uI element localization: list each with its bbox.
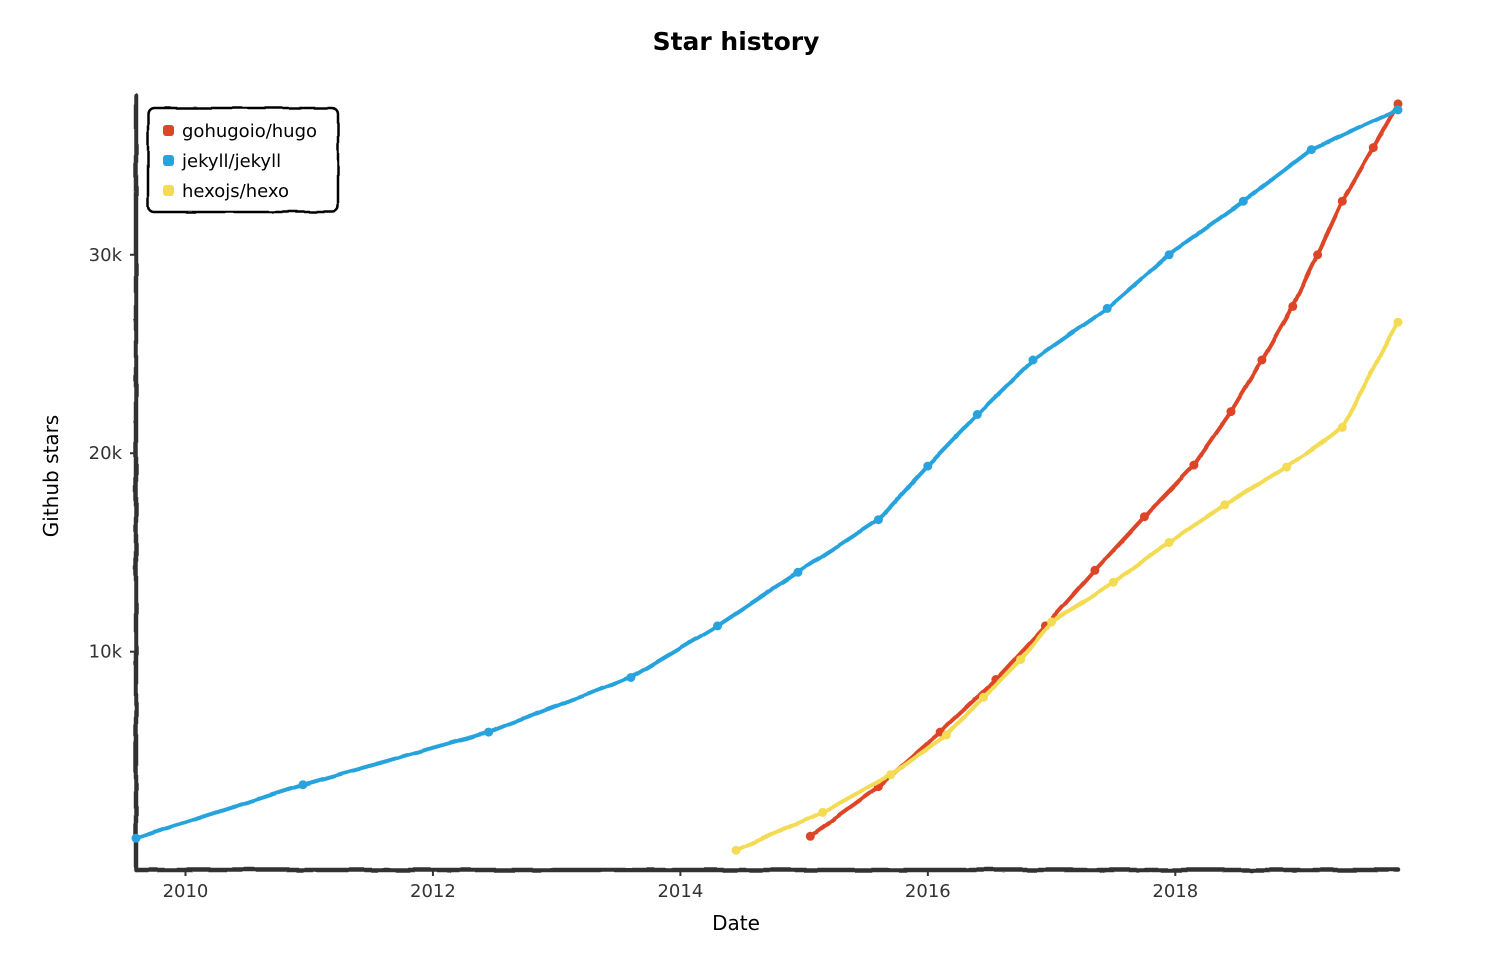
data-point xyxy=(941,730,951,740)
y-axis-label: Github stars xyxy=(39,415,63,537)
data-point xyxy=(1306,145,1316,155)
series-line xyxy=(134,107,1400,841)
x-tick-label: 2010 xyxy=(163,881,209,902)
data-point xyxy=(131,833,141,843)
data-point xyxy=(1368,143,1378,153)
data-point xyxy=(1047,617,1057,627)
x-tick-label: 2012 xyxy=(410,881,456,902)
y-tick-label: 30k xyxy=(89,245,123,266)
data-point xyxy=(1393,317,1403,327)
x-tick-label: 2018 xyxy=(1152,881,1198,902)
series-line xyxy=(808,101,1400,839)
data-point xyxy=(1238,196,1248,206)
data-point xyxy=(1090,565,1100,575)
data-point xyxy=(1313,250,1323,260)
data-point xyxy=(1139,512,1149,522)
y-tick-label: 10k xyxy=(89,642,123,663)
series-jekyll-jekyll xyxy=(131,105,1403,843)
data-point xyxy=(298,780,308,790)
chart-title: Star history xyxy=(653,27,820,56)
data-point xyxy=(626,673,636,682)
data-point xyxy=(1337,422,1347,432)
data-point xyxy=(873,515,883,525)
data-point xyxy=(1016,655,1026,665)
data-point xyxy=(1226,407,1236,417)
legend: gohugoio/hugo jekyll/jekyll hexojs/hexo xyxy=(146,106,340,214)
data-point xyxy=(1164,250,1174,260)
series-line xyxy=(734,320,1400,853)
data-point xyxy=(1164,538,1174,547)
data-point xyxy=(793,567,803,577)
data-point xyxy=(1393,105,1403,115)
legend-label: jekyll/jekyll xyxy=(181,151,281,172)
axes xyxy=(133,93,1401,873)
x-axis-ticks: 2010 2012 2014 2016 2018 xyxy=(163,870,1198,902)
series-hexojs-hexo xyxy=(731,317,1403,855)
data-point xyxy=(1257,355,1267,365)
data-point xyxy=(484,727,494,737)
legend-swatch xyxy=(163,125,174,136)
legend-box xyxy=(146,106,340,214)
y-axis-ticks: 10k 20k 30k xyxy=(89,245,136,663)
data-point xyxy=(923,461,933,471)
legend-label: gohugoio/hugo xyxy=(182,121,317,142)
x-axis-label: Date xyxy=(712,911,760,935)
data-point xyxy=(1220,500,1230,510)
data-point xyxy=(1288,301,1298,311)
data-point xyxy=(1028,355,1038,365)
x-tick-label: 2014 xyxy=(657,881,703,902)
data-point xyxy=(972,410,982,419)
series-layer xyxy=(131,99,1403,855)
data-point xyxy=(1108,577,1118,587)
legend-swatch xyxy=(163,155,174,166)
data-point xyxy=(1102,303,1112,313)
y-tick-label: 20k xyxy=(89,443,123,464)
data-point xyxy=(713,621,722,631)
series-gohugoio-hugo xyxy=(805,99,1403,841)
legend-swatch xyxy=(163,185,174,196)
data-point xyxy=(805,831,815,841)
data-point xyxy=(818,807,828,817)
data-point xyxy=(1337,196,1347,206)
data-point xyxy=(731,845,741,855)
legend-label: hexojs/hexo xyxy=(182,181,289,202)
x-tick-label: 2016 xyxy=(905,881,951,902)
legend-items: gohugoio/hugo jekyll/jekyll hexojs/hexo xyxy=(163,121,317,202)
data-point xyxy=(1282,462,1292,472)
data-point xyxy=(1189,460,1199,470)
data-point xyxy=(979,692,988,702)
data-point xyxy=(886,770,896,780)
